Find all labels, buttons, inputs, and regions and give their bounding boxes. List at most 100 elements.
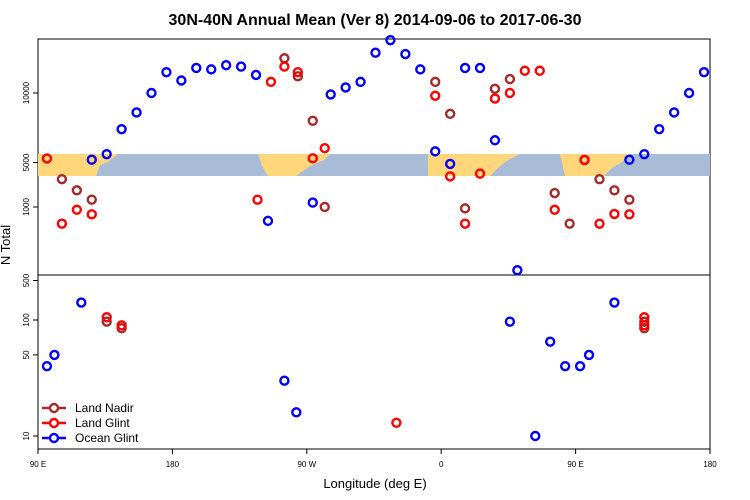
- data-point-land-glint: [86, 209, 97, 220]
- data-point-land-glint: [444, 171, 456, 182]
- data-point-land-nadir: [444, 108, 456, 120]
- data-point-ocean-glint: [545, 336, 556, 347]
- data-point-ocean-glint: [250, 69, 262, 81]
- data-point-ocean-glint: [49, 349, 60, 361]
- data-point-ocean-glint: [176, 75, 187, 86]
- map-land: [258, 154, 330, 176]
- chart-title: 30N-40N Annual Mean (Ver 8) 2014-09-06 t…: [169, 12, 582, 29]
- data-point-land-glint: [504, 87, 516, 99]
- legend-label: Ocean Glint: [75, 431, 139, 445]
- data-point-land-nadir: [292, 71, 304, 82]
- data-point-land-glint: [474, 168, 486, 179]
- data-point-land-glint: [549, 204, 560, 215]
- data-point-ocean-glint: [355, 76, 366, 88]
- data-point-land-nadir: [639, 316, 650, 327]
- data-point-land-glint: [41, 153, 53, 164]
- data-point-ocean-glint: [574, 360, 586, 372]
- data-point-ocean-glint: [400, 48, 411, 60]
- y-tick-label: 50: [22, 350, 31, 359]
- data-point-ocean-glint: [116, 123, 127, 135]
- data-point-ocean-glint: [654, 123, 665, 135]
- legend-label: Land Glint: [75, 416, 130, 430]
- data-point-ocean-glint: [504, 316, 516, 327]
- data-point-land-glint: [534, 65, 545, 76]
- y-axis: 5000 10000 500 1000 10 50 100: [22, 81, 38, 440]
- data-point-land-nadir: [609, 185, 620, 196]
- x-tick-label: 0: [439, 460, 444, 469]
- y-tick-label: 100: [22, 313, 31, 327]
- data-point-land-nadir: [101, 316, 112, 327]
- data-point-ocean-glint: [624, 154, 635, 165]
- data-point-land-glint: [71, 204, 83, 215]
- data-point-land-glint: [319, 142, 330, 154]
- data-point-land-glint: [579, 154, 590, 166]
- data-point-land-nadir: [459, 203, 471, 214]
- data-point-ocean-glint: [262, 215, 274, 227]
- data-point-ocean-glint: [41, 360, 53, 372]
- data-point-ocean-glint: [370, 47, 381, 58]
- data-point-ocean-glint: [206, 64, 217, 75]
- data-point-land-glint: [265, 76, 277, 88]
- data-point-ocean-glint: [131, 107, 142, 118]
- data-point-land-nadir: [430, 76, 441, 88]
- data-point-land-glint: [609, 208, 620, 220]
- data-point-ocean-glint: [76, 297, 87, 308]
- data-point-land-glint: [307, 153, 318, 164]
- x-axis-label: Longitude (deg E): [323, 476, 426, 491]
- data-point-land-glint: [459, 218, 471, 229]
- data-point-ocean-glint: [161, 66, 172, 78]
- data-point-land-glint: [639, 320, 650, 331]
- data-point-ocean-glint: [146, 87, 157, 99]
- data-point-ocean-glint: [291, 407, 302, 418]
- data-point-land-nadir: [504, 73, 516, 85]
- data-point-ocean-glint: [101, 148, 112, 160]
- legend-label: Land Nadir: [75, 401, 134, 415]
- data-point-ocean-glint: [325, 89, 336, 100]
- data-point-ocean-glint: [609, 297, 620, 308]
- data-point-land-glint: [56, 218, 68, 229]
- data-point-ocean-glint: [307, 197, 318, 208]
- x-tick-label: 180: [166, 460, 180, 469]
- y-tick-label: 10: [22, 431, 31, 440]
- data-point-land-nadir: [489, 83, 501, 95]
- y-tick-label: 10000: [22, 81, 31, 104]
- data-point-ocean-glint: [430, 146, 441, 157]
- data-point-land-glint: [101, 312, 112, 323]
- data-point-ocean-glint: [444, 158, 456, 170]
- data-point-land-nadir: [564, 218, 575, 229]
- data-point-ocean-glint: [668, 107, 680, 118]
- map-land: [38, 154, 118, 176]
- data-point-ocean-glint: [512, 265, 523, 276]
- data-point-ocean-glint: [86, 154, 97, 165]
- legend-marker: [48, 432, 60, 444]
- data-point-land-nadir: [624, 194, 635, 205]
- x-tick-label: 90 E: [30, 460, 46, 469]
- data-point-ocean-glint: [583, 349, 595, 361]
- data-point-ocean-glint: [279, 375, 290, 386]
- data-points: [41, 34, 710, 442]
- world-map-strip: [38, 154, 710, 176]
- data-point-ocean-glint: [340, 82, 351, 93]
- data-point-land-glint: [489, 93, 501, 104]
- data-point-ocean-glint: [235, 61, 247, 72]
- data-point-land-glint: [624, 209, 635, 220]
- legend-item: Land Nadir: [42, 401, 134, 415]
- y-axis-label: N Total: [0, 225, 13, 265]
- legend-item: Ocean Glint: [42, 431, 139, 445]
- data-point-land-glint: [519, 65, 531, 76]
- y-tick-label: 1000: [22, 198, 31, 216]
- legend-marker: [48, 417, 60, 429]
- data-point-ocean-glint: [698, 66, 710, 78]
- data-point-ocean-glint: [220, 59, 232, 71]
- data-point-ocean-glint: [459, 62, 471, 74]
- data-point-land-glint: [430, 90, 441, 101]
- map-land: [560, 154, 632, 176]
- data-point-land-glint: [116, 320, 127, 331]
- data-point-ocean-glint: [474, 62, 486, 74]
- data-point-ocean-glint: [191, 62, 202, 74]
- data-point-ocean-glint: [415, 64, 426, 75]
- data-point-land-nadir: [307, 115, 318, 127]
- data-point-ocean-glint: [559, 360, 571, 372]
- data-point-land-nadir: [549, 187, 560, 199]
